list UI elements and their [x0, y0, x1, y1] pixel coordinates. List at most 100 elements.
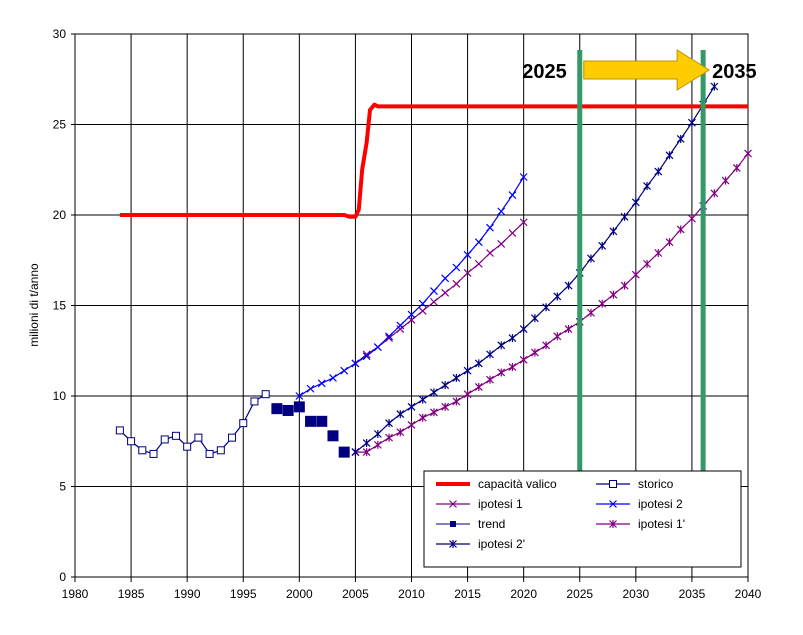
series-storico [115, 390, 270, 458]
data-point-ipotesi-2 [710, 82, 719, 91]
data-point-storico [216, 446, 225, 455]
period-arrow: 2025 2035 [522, 49, 757, 91]
data-point-storico [239, 419, 248, 428]
data-point-storico [171, 431, 180, 440]
data-point-ipotesi-1 [519, 218, 528, 227]
legend-swatch-marker [449, 500, 457, 508]
x-tick-label: 2005 [342, 587, 369, 601]
data-point-ipotesi-1 [665, 238, 674, 247]
data-point-storico [183, 442, 192, 451]
legend-entry-storico: storico [596, 477, 674, 491]
data-point-ipotesi-1 [721, 176, 730, 185]
data-point-storico [205, 449, 214, 458]
data-point-ipotesi-1 [396, 325, 405, 333]
legend-swatch-marker [609, 500, 617, 508]
data-point-ipotesi-2 [530, 314, 539, 323]
data-point-ipotesi-2 [430, 287, 438, 295]
data-point-trend [282, 404, 294, 416]
data-point-ipotesi-2 [542, 303, 551, 312]
legend-label: storico [638, 477, 674, 491]
data-point-storico [194, 433, 203, 442]
data-point-ipotesi-1 [452, 279, 461, 288]
legend-entry-ipotesi-1: ipotesi 1' [596, 517, 685, 531]
marker-label-end: 2035 [712, 61, 757, 83]
legend-label: capacità valico [478, 477, 557, 491]
data-point-ipotesi-1 [710, 189, 719, 198]
series-trend [271, 401, 350, 458]
series-capacit-valico [119, 102, 748, 219]
data-point-ipotesi-1 [744, 149, 752, 158]
data-point-ipotesi-2 [306, 384, 315, 393]
legend-label: trend [478, 517, 505, 531]
data-point-ipotesi-2 [362, 352, 371, 361]
data-point-ipotesi-1 [430, 297, 438, 306]
data-point-ipotesi-2 [665, 151, 674, 160]
data-point-trend [271, 403, 283, 415]
data-point-ipotesi-1 [430, 408, 438, 417]
y-tick-label: 15 [53, 299, 67, 313]
axes: 1980 1985 1990 1995 2000 2005 2010 2015 2020 2025… [53, 27, 762, 601]
data-point-ipotesi-1 [553, 332, 562, 341]
data-point-ipotesi-1 [373, 440, 382, 449]
data-point-storico [115, 426, 124, 435]
legend-entry-trend: trend [436, 517, 505, 531]
legend-entry-ipotesi-1: ipotesi 1 [436, 497, 523, 511]
data-point-ipotesi-2 [676, 134, 685, 143]
series-ipotesi-2 [295, 173, 528, 400]
marker-label-start: 2025 [522, 61, 567, 83]
data-point-ipotesi-1 [620, 281, 629, 290]
data-point-ipotesi-2 [508, 334, 517, 343]
data-point-ipotesi-2 [373, 343, 382, 352]
data-point-ipotesi-2 [452, 263, 461, 272]
data-point-ipotesi-2 [564, 281, 573, 290]
data-point-ipotesi-2 [598, 241, 607, 250]
x-tick-label: 1980 [62, 587, 89, 601]
data-point-ipotesi-2 [441, 381, 450, 390]
series-line-ipotesi-1 [355, 221, 525, 364]
data-point-ipotesi-2 [295, 392, 304, 400]
data-point-ipotesi-1 [519, 355, 528, 364]
data-point-ipotesi-2 [497, 341, 506, 350]
data-point-ipotesi-1 [362, 350, 371, 359]
legend-swatch-marker [450, 521, 456, 527]
legend: capacità valico storico ipotesi 1 ipotesi 2… [423, 470, 742, 568]
x-tick-label: 2010 [398, 587, 425, 601]
data-point-ipotesi-2 [430, 388, 438, 397]
y-axis-label: milioni di t/anno [27, 263, 41, 347]
data-point-ipotesi-2 [351, 448, 360, 457]
data-point-storico [160, 435, 169, 444]
data-point-ipotesi-2 [643, 182, 651, 191]
vertical-markers [577, 50, 706, 477]
data-point-ipotesi-1 [463, 390, 472, 399]
y-tick-label: 0 [59, 570, 66, 584]
data-point-ipotesi-1 [441, 288, 450, 297]
data-point-ipotesi-2 [340, 366, 349, 375]
legend-label: ipotesi 2 [638, 497, 683, 511]
data-point-ipotesi-2 [553, 292, 562, 301]
data-point-ipotesi-1 [385, 334, 393, 343]
data-point-ipotesi-2 [385, 332, 393, 341]
data-point-storico [138, 446, 147, 455]
data-point-ipotesi-2 [385, 419, 393, 428]
data-point-ipotesi-2 [631, 198, 640, 207]
legend-entry-ipotesi-2: ipotesi 2' [436, 537, 525, 551]
legend-label: ipotesi 2' [478, 537, 525, 551]
x-tick-label: 1985 [118, 587, 145, 601]
data-point-ipotesi-1 [609, 290, 618, 299]
data-point-ipotesi-2 [486, 350, 494, 359]
data-point-ipotesi-2 [519, 173, 528, 181]
data-point-ipotesi-2 [441, 274, 450, 283]
y-tick-label: 20 [53, 208, 67, 222]
data-point-ipotesi-2 [329, 373, 337, 382]
data-point-trend [293, 401, 305, 413]
data-point-ipotesi-2 [396, 321, 405, 330]
data-point-ipotesi-2 [463, 366, 472, 375]
data-point-ipotesi-1 [396, 428, 405, 437]
legend-swatch-marker [449, 540, 457, 548]
data-point-trend [316, 415, 328, 427]
data-point-ipotesi-2 [620, 212, 629, 221]
data-point-ipotesi-2 [587, 254, 595, 263]
data-point-ipotesi-2 [317, 379, 326, 388]
x-tick-label: 2040 [735, 587, 762, 601]
data-point-ipotesi-1 [654, 249, 663, 258]
